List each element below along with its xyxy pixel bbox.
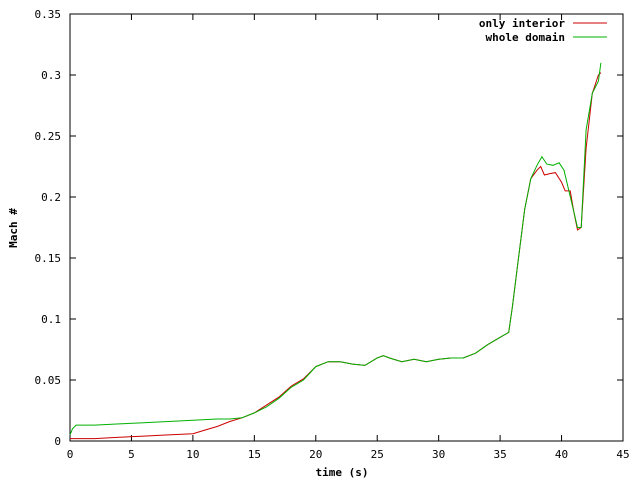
legend: only interior whole domain [479,17,607,44]
y-tick-label: 0.1 [41,313,61,326]
series-line-whole-domain [69,62,602,436]
x-tick-label: 45 [616,448,629,461]
y-tick-label: 0.3 [41,69,61,82]
y-tick-label: 0.35 [35,8,62,21]
x-tick-label: 40 [555,448,568,461]
x-tick-label: 5 [128,448,135,461]
x-tick-label: 20 [309,448,322,461]
tick-labels: 0 5 10 15 20 25 30 35 40 45 0 0.05 0.1 0.15 0.2 0.25 0.3… [35,8,630,461]
series-line-only-interior [70,72,602,440]
y-tick-label: 0.25 [35,130,62,143]
legend-label-whole-domain: whole domain [486,31,565,44]
legend-label-only-interior: only interior [479,17,565,30]
y-tick-label: 0.2 [41,191,61,204]
x-tick-label: 30 [432,448,445,461]
y-tick-label: 0.15 [35,252,62,265]
series-layer [69,62,602,440]
x-tick-label: 15 [248,448,261,461]
x-tick-label: 35 [493,448,506,461]
x-tick-label: 0 [67,448,74,461]
axis-ticks [69,13,624,442]
x-axis-label: time (s) [316,466,369,479]
y-tick-label: 0.05 [35,374,62,387]
y-axis-label: Mach # [7,208,20,248]
plot-frame [69,13,624,442]
x-tick-label: 25 [371,448,384,461]
x-tick-label: 10 [186,448,199,461]
y-tick-label: 0 [54,435,61,448]
